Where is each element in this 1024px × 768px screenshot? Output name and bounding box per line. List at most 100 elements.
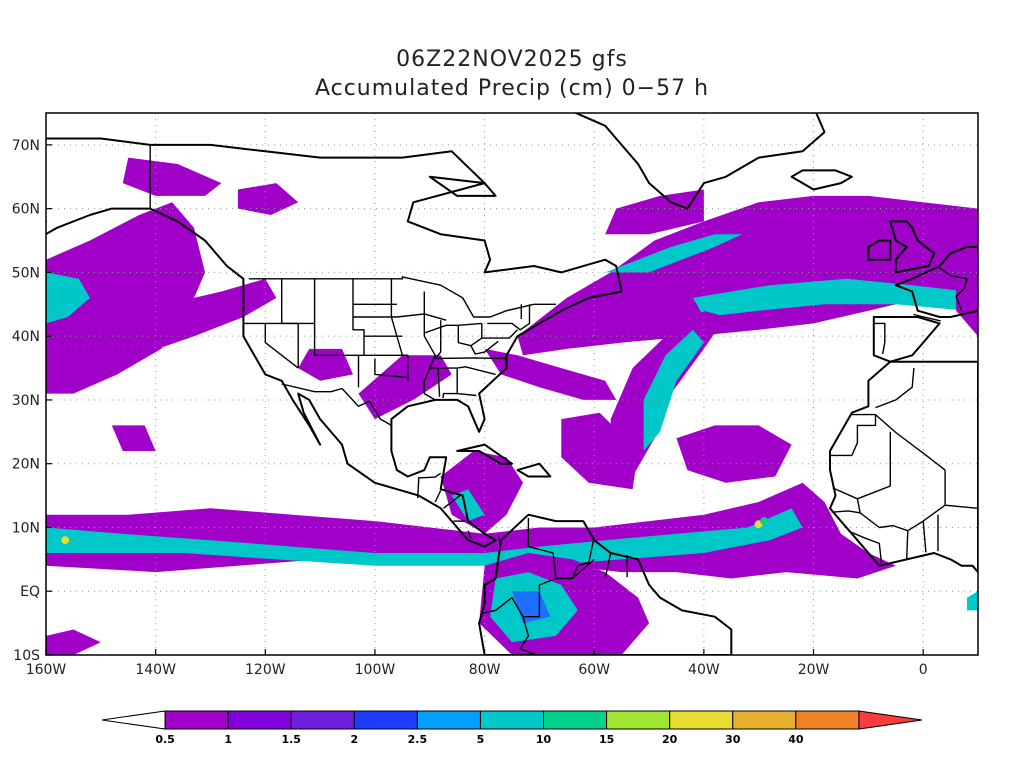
colorbar-label: 10 bbox=[536, 733, 552, 746]
border-state-line-k bbox=[374, 358, 408, 379]
border-central-america-d bbox=[467, 530, 472, 539]
border-state-line-r bbox=[429, 366, 496, 376]
colorbar-segment bbox=[353, 710, 418, 730]
colorbar-label: 1 bbox=[224, 733, 232, 746]
lat-tick-label: 60N bbox=[12, 202, 40, 218]
lon-tick-label: 40W bbox=[688, 662, 720, 678]
border-central-america-b bbox=[443, 495, 461, 509]
lat-tick-label: 30N bbox=[12, 393, 40, 409]
precip-region-purple bbox=[298, 348, 353, 381]
border-state-line-v bbox=[481, 323, 518, 339]
colorbar-segment bbox=[479, 710, 545, 730]
precip-region-purple bbox=[46, 629, 101, 655]
coastline-southampton-baffin bbox=[428, 175, 497, 197]
border-cote-ivoire-ghana bbox=[906, 530, 909, 560]
border-state-line-n bbox=[424, 322, 482, 334]
border-ecuador-peru bbox=[482, 596, 524, 618]
grid-layer bbox=[46, 113, 978, 655]
border-ghana-togo-benin bbox=[922, 521, 927, 553]
colorbar-label: 20 bbox=[662, 733, 678, 746]
border-state-line-y bbox=[470, 337, 499, 355]
colorbar: 0.5 1 1.5 2 2.5 5 10 15 20 30 40 bbox=[101, 710, 923, 746]
colorbar-segment bbox=[732, 710, 797, 730]
map-content bbox=[46, 113, 978, 655]
coastline-cuba bbox=[456, 443, 513, 465]
precip-region-purple bbox=[122, 157, 222, 196]
colorbar-label: 2 bbox=[350, 733, 358, 746]
colorbar-label: 15 bbox=[599, 733, 614, 746]
lat-tick-label: 20N bbox=[12, 457, 40, 473]
lat-tick-label: 10N bbox=[12, 520, 40, 536]
border-state-line-a bbox=[313, 278, 360, 388]
colorbar-segment bbox=[543, 710, 608, 730]
lat-tick-label: 70N bbox=[12, 138, 40, 154]
precip-region-purple bbox=[676, 425, 792, 483]
colorbar-label: 30 bbox=[725, 733, 741, 746]
coastline-north-america bbox=[46, 137, 623, 548]
coastline-africa bbox=[829, 360, 978, 574]
colorbar-label: 40 bbox=[788, 733, 804, 746]
lat-tick-label: EQ bbox=[20, 584, 40, 600]
lat-axis: 70N 60N 50N 40N 30N 20N 10N EQ 10S bbox=[12, 138, 52, 664]
border-france-east bbox=[936, 265, 968, 311]
border-brazil-peru bbox=[519, 616, 537, 655]
colorbar-label: 5 bbox=[477, 733, 485, 746]
colorbar-segment bbox=[290, 710, 355, 730]
border-state-line-u bbox=[457, 392, 477, 397]
border-spain-portugal bbox=[874, 322, 886, 355]
colorbar-label: 1.5 bbox=[281, 733, 301, 746]
border-state-line-e bbox=[264, 323, 299, 369]
colorbar-segment bbox=[227, 710, 292, 730]
precip-region-purple bbox=[237, 183, 299, 215]
border-us-canada bbox=[248, 276, 556, 318]
precip-region-cyan bbox=[451, 489, 485, 522]
border-mauritania-a bbox=[830, 414, 877, 457]
border-mauritania-b bbox=[832, 431, 891, 500]
border-state-line-w bbox=[487, 304, 531, 331]
precip-spot-yellow bbox=[61, 536, 70, 545]
lat-tick-label: 50N bbox=[12, 265, 40, 281]
precip-layer bbox=[46, 157, 978, 655]
lon-tick-label: 60W bbox=[578, 662, 610, 678]
precip-region-cyan bbox=[46, 508, 803, 566]
border-venezuela-guyana bbox=[571, 536, 595, 579]
precip-region-cyan bbox=[692, 278, 967, 317]
coastline-iceland bbox=[790, 169, 853, 191]
lon-axis: 160W 140W 120W 100W 80W 60W 40W 20W 0 bbox=[26, 649, 928, 678]
colorbar-label: 2.5 bbox=[408, 733, 428, 746]
precip-region-purple bbox=[517, 195, 978, 356]
border-state-line-i bbox=[390, 278, 409, 381]
lat-tick-label: 40N bbox=[12, 329, 40, 345]
border-us-mexico bbox=[281, 383, 392, 427]
border-guinea-a bbox=[831, 510, 861, 514]
colorbar-segment bbox=[669, 710, 734, 730]
border-state-line-o bbox=[434, 320, 442, 359]
coastline-europe bbox=[894, 245, 978, 318]
border-state-line-p bbox=[457, 325, 472, 347]
colorbar-segment bbox=[795, 710, 860, 730]
coastline-great-britain bbox=[889, 220, 936, 274]
border-guinea-b bbox=[850, 531, 883, 564]
precip-region-purple bbox=[440, 451, 523, 534]
colorbar-segment bbox=[101, 710, 166, 730]
border-niger-line bbox=[944, 470, 978, 509]
precip-region-cyan bbox=[643, 329, 704, 451]
precip-region-cyan bbox=[46, 272, 90, 324]
precip-region-purple bbox=[46, 278, 277, 381]
border-brazil-venezuela bbox=[555, 558, 595, 580]
border-state-line-m bbox=[396, 313, 447, 321]
border-mali-algeria bbox=[875, 414, 946, 471]
lon-tick-label: 160W bbox=[26, 662, 67, 678]
map-frame bbox=[45, 112, 979, 656]
colorbar-label: 0.5 bbox=[155, 733, 175, 746]
precip-spot-green bbox=[760, 517, 769, 526]
border-state-line-l bbox=[423, 291, 436, 401]
border-state-line-q bbox=[435, 357, 507, 360]
border-mexico-guatemala bbox=[417, 472, 442, 499]
border-colombia-panama bbox=[498, 536, 501, 544]
map-subtitle: Accumulated Precip (cm) 0−57 h bbox=[314, 76, 710, 101]
border-france-spain bbox=[913, 313, 941, 322]
precip-region-purple bbox=[484, 348, 617, 400]
map-title: 06Z22NOV2025 gfs bbox=[396, 47, 628, 72]
